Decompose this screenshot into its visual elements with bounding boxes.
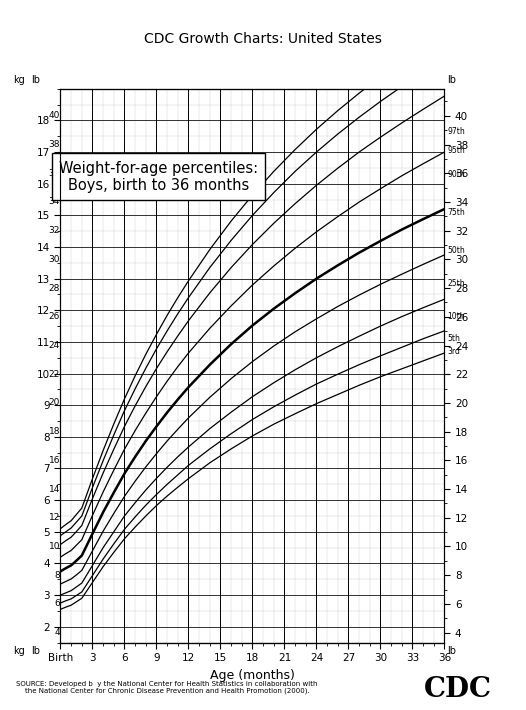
Text: 20: 20 <box>49 398 60 408</box>
Text: 90th: 90th <box>448 170 466 179</box>
Text: CDC Growth Charts: United States: CDC Growth Charts: United States <box>144 32 382 46</box>
Text: 22: 22 <box>49 370 60 378</box>
Text: 34: 34 <box>49 197 60 207</box>
Text: 30: 30 <box>48 255 60 264</box>
Text: 32: 32 <box>49 226 60 235</box>
Text: 75th: 75th <box>448 207 466 217</box>
Text: Weight-for-age percentiles:
Boys, birth to 36 months: Weight-for-age percentiles: Boys, birth … <box>59 160 258 193</box>
Text: SOURCE: Developed b  y the National Center for Health Statistics in collaboratio: SOURCE: Developed b y the National Cente… <box>16 681 317 694</box>
Text: 4: 4 <box>55 628 60 637</box>
Text: 50th: 50th <box>448 246 466 255</box>
Text: 18: 18 <box>48 427 60 436</box>
Text: 8: 8 <box>54 571 60 579</box>
Text: 40: 40 <box>49 111 60 121</box>
Text: lb: lb <box>32 75 41 85</box>
Text: 24: 24 <box>49 341 60 350</box>
Text: 14: 14 <box>49 484 60 493</box>
Text: 38: 38 <box>48 140 60 149</box>
X-axis label: Age (months): Age (months) <box>210 669 295 682</box>
Text: 28: 28 <box>49 283 60 293</box>
Text: 16: 16 <box>48 456 60 465</box>
Text: lb: lb <box>447 75 456 85</box>
Text: 6: 6 <box>54 599 60 608</box>
Text: 10: 10 <box>48 542 60 551</box>
Text: 95th: 95th <box>448 146 466 155</box>
Text: 5th: 5th <box>448 334 461 343</box>
Text: kg: kg <box>13 75 25 85</box>
Text: 97th: 97th <box>448 127 466 136</box>
Text: 10th: 10th <box>448 312 466 321</box>
Text: lb: lb <box>32 646 41 656</box>
Text: kg: kg <box>13 646 25 656</box>
Text: 26: 26 <box>49 312 60 322</box>
Text: 25th: 25th <box>448 279 466 288</box>
Text: 36: 36 <box>48 169 60 178</box>
Text: CDC: CDC <box>423 676 492 703</box>
Text: 12: 12 <box>49 513 60 523</box>
Text: 3rd: 3rd <box>448 347 461 356</box>
Text: lb: lb <box>447 646 456 656</box>
